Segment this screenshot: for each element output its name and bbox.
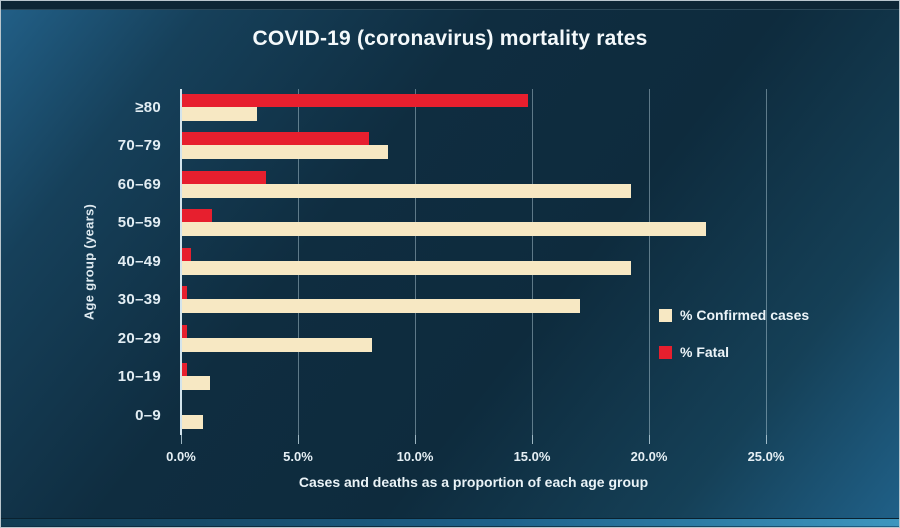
legend-label-fatal: % Fatal [680, 344, 730, 360]
x-tick-mark-5.0% [298, 435, 299, 444]
legend-label-confirmed: % Confirmed cases [680, 307, 810, 323]
x-axis-title: Cases and deaths as a proportion of each… [298, 474, 649, 490]
bar-confirmed-40–49 [182, 260, 632, 275]
y-category-label-30–39: 30–39 [117, 291, 161, 309]
x-tick-label-25.0%: 25.0% [747, 449, 785, 464]
bar-confirmed-70–79 [182, 145, 388, 160]
gridline-20.0% [649, 89, 650, 435]
legend-item-confirmed: % Confirmed cases [659, 307, 809, 323]
y-category-label-≥80: ≥80 [135, 99, 161, 116]
bar-confirmed-≥80 [182, 107, 257, 121]
y-category-label-20–29: 20–29 [117, 329, 161, 347]
bar-confirmed-10–19 [182, 376, 211, 391]
gridline-25.0% [766, 89, 767, 435]
legend: % Confirmed cases % Fatal [659, 307, 809, 381]
legend-item-fatal: % Fatal [659, 344, 809, 360]
bar-fatal-≥80 [182, 94, 529, 107]
bar-fatal-20–29 [182, 324, 187, 338]
y-category-label-40–49: 40–49 [117, 252, 161, 270]
legend-swatch-fatal [659, 345, 672, 359]
y-category-label-60–69: 60–69 [117, 175, 161, 193]
x-tick-mark-10.0% [415, 435, 416, 444]
bar-fatal-10–19 [182, 363, 187, 377]
top-strip [1, 1, 899, 10]
x-tick-mark-25.0% [766, 435, 767, 444]
y-category-label-0–9: 0–9 [135, 406, 161, 424]
x-tick-mark-0.0% [181, 435, 182, 444]
bar-confirmed-60–69 [182, 183, 632, 198]
x-tick-label-5.0%: 5.0% [283, 449, 313, 464]
chart-title: COVID-19 (coronavirus) mortality rates [252, 27, 648, 50]
bar-fatal-70–79 [182, 132, 370, 146]
bar-fatal-30–39 [182, 286, 187, 300]
bar-fatal-60–69 [182, 170, 267, 184]
x-tick-label-15.0%: 15.0% [513, 449, 551, 464]
x-tick-mark-20.0% [649, 435, 650, 444]
bar-confirmed-30–39 [182, 299, 580, 314]
bar-confirmed-20–29 [182, 337, 372, 352]
y-category-label-50–59: 50–59 [117, 214, 161, 232]
y-axis-category-labels: ≥80 70–79 60–69 50–59 40–49 30–39 20–29 10–19 0–… [1, 89, 169, 435]
legend-swatch-confirmed [659, 308, 672, 322]
x-tick-label-0.0%: 0.0% [166, 449, 196, 464]
y-category-label-70–79: 70–79 [117, 137, 161, 155]
bar-fatal-40–49 [182, 247, 192, 261]
x-tick-label-10.0%: 10.0% [396, 449, 434, 464]
bottom-band [1, 518, 899, 526]
bar-confirmed-50–59 [182, 222, 707, 237]
x-tick-mark-15.0% [532, 435, 533, 444]
x-tick-label-20.0%: 20.0% [630, 449, 668, 464]
y-axis-line [180, 89, 182, 435]
y-category-label-10–19: 10–19 [117, 368, 161, 386]
plot-area: 0.0% 5.0% 10.0% 15.0% 20.0% 25.0% [166, 89, 784, 464]
bar-fatal-50–59 [182, 209, 213, 223]
bar-confirmed-0–9 [182, 414, 204, 429]
